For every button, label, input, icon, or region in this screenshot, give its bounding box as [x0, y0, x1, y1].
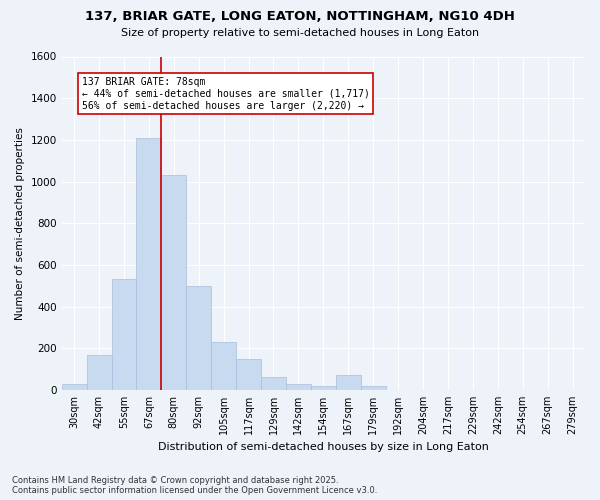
Bar: [361, 386, 386, 390]
Bar: [286, 384, 311, 390]
Y-axis label: Number of semi-detached properties: Number of semi-detached properties: [15, 127, 25, 320]
Bar: [112, 280, 136, 390]
Text: Size of property relative to semi-detached houses in Long Eaton: Size of property relative to semi-detach…: [121, 28, 479, 38]
Bar: [311, 386, 336, 390]
Bar: [186, 286, 211, 390]
Text: 137, BRIAR GATE, LONG EATON, NOTTINGHAM, NG10 4DH: 137, BRIAR GATE, LONG EATON, NOTTINGHAM,…: [85, 10, 515, 23]
Bar: [236, 358, 261, 390]
Bar: [211, 342, 236, 390]
Bar: [336, 376, 361, 390]
X-axis label: Distribution of semi-detached houses by size in Long Eaton: Distribution of semi-detached houses by …: [158, 442, 489, 452]
Bar: [136, 138, 161, 390]
Bar: [62, 384, 86, 390]
Bar: [261, 378, 286, 390]
Text: 137 BRIAR GATE: 78sqm
← 44% of semi-detached houses are smaller (1,717)
56% of s: 137 BRIAR GATE: 78sqm ← 44% of semi-deta…: [82, 78, 370, 110]
Text: Contains HM Land Registry data © Crown copyright and database right 2025.
Contai: Contains HM Land Registry data © Crown c…: [12, 476, 377, 495]
Bar: [161, 176, 186, 390]
Bar: [86, 354, 112, 390]
